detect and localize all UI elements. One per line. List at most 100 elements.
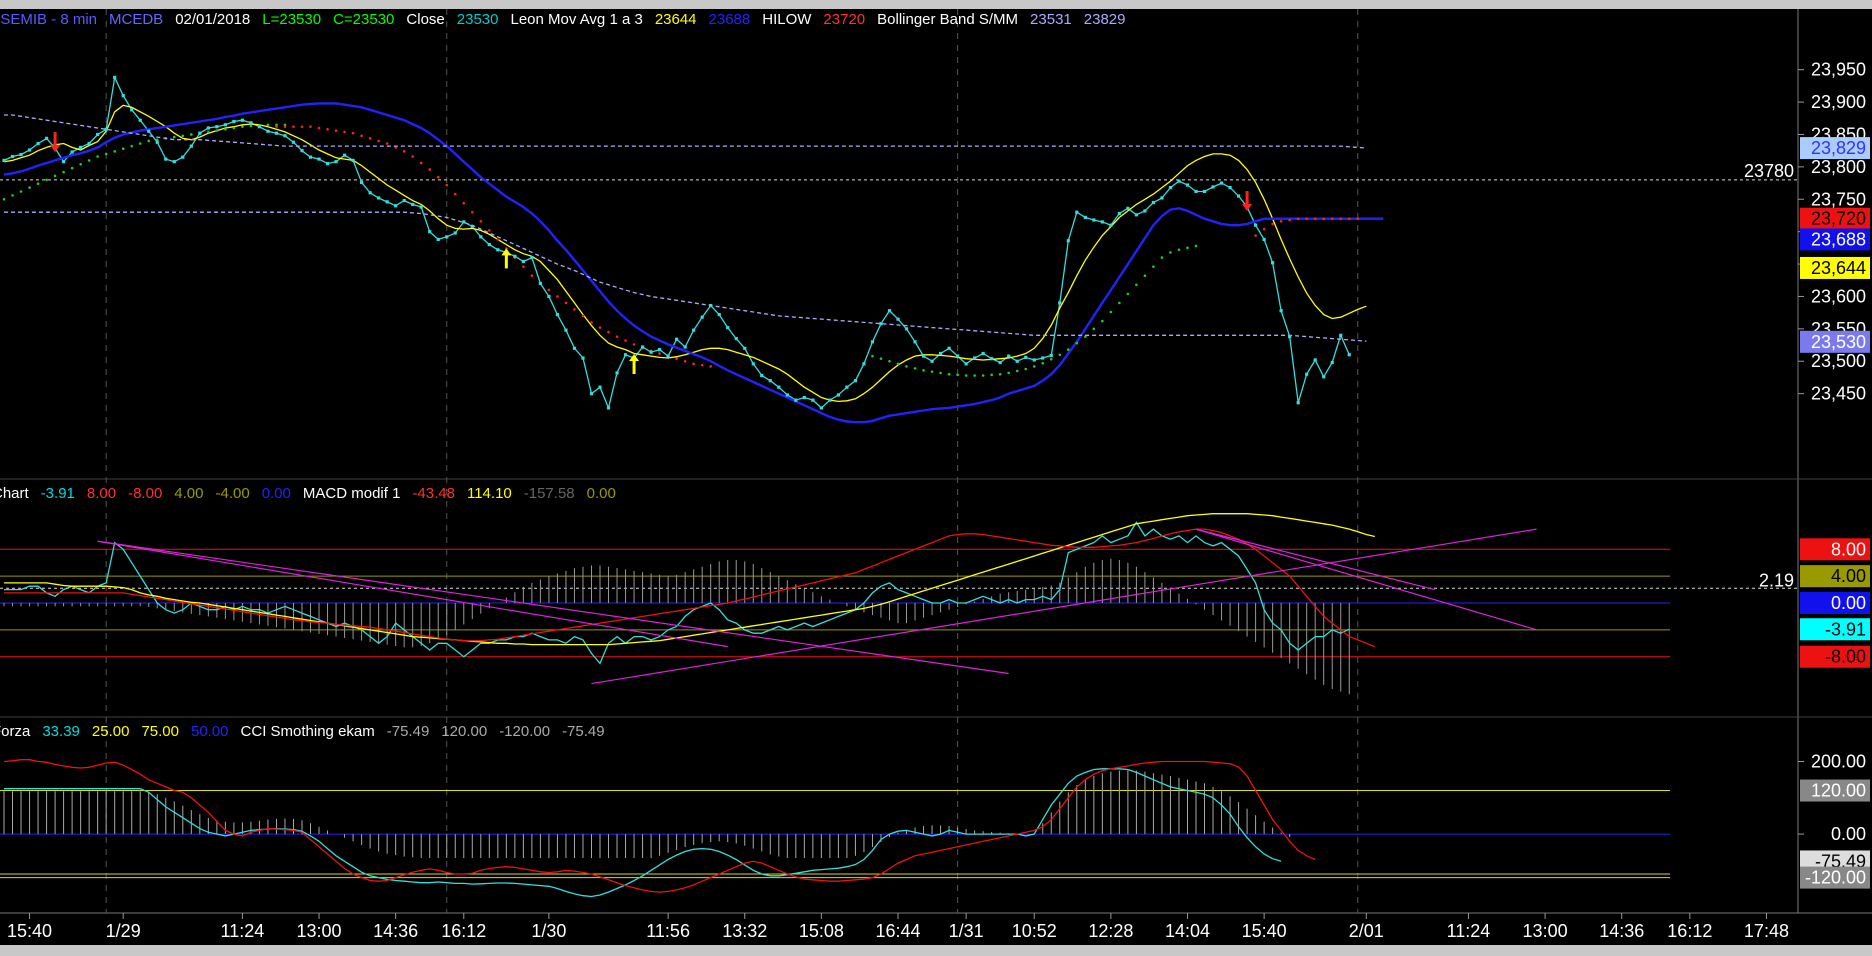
panel-header-item: Forza — [0, 723, 31, 740]
panel-header-item: -43.48 — [412, 485, 455, 502]
panel-header-item: 23644 — [655, 11, 697, 28]
panel-header-item: 75.00 — [141, 723, 179, 740]
dotted-line-point — [675, 357, 678, 360]
sell-arrow-head — [50, 145, 61, 153]
close-point — [411, 202, 415, 207]
value-box — [1800, 592, 1870, 614]
dotted-line-point — [1058, 353, 1062, 357]
dotted-line-point — [1135, 283, 1138, 287]
panel-header-item: MCEDB — [109, 11, 163, 28]
scrollbar-strip[interactable] — [0, 945, 1872, 956]
dotted-line-point — [300, 125, 304, 128]
series-line — [3, 104, 1367, 403]
close-point — [428, 230, 432, 234]
dotted-line-point — [1126, 292, 1130, 296]
dotted-line-point — [530, 274, 534, 278]
x-tick-label: 11:24 — [221, 921, 265, 941]
close-point — [717, 312, 721, 317]
dotted-line-point — [28, 186, 31, 189]
close-point — [462, 220, 466, 224]
panel-header-item: Bollinger Band S/MM — [877, 11, 1018, 28]
panel-header-item: Close — [406, 11, 444, 28]
value-box-label: -3.91 — [1825, 619, 1866, 639]
x-tick-label: 12:28 — [1088, 921, 1133, 941]
dotted-line-point — [1313, 217, 1317, 221]
close-point — [836, 393, 840, 397]
close-point — [360, 180, 364, 185]
dotted-line-point — [334, 129, 338, 132]
series-line — [4, 513, 1375, 646]
dotted-line-point — [104, 152, 108, 156]
close-point — [1271, 261, 1275, 265]
value-box-label: 23,644 — [1811, 258, 1866, 278]
dotted-line-point — [564, 301, 568, 305]
dotted-line-point — [1177, 248, 1181, 252]
dotted-line-point — [879, 357, 883, 360]
dotted-line-point — [615, 335, 619, 338]
dotted-line-point — [402, 150, 406, 153]
value-box-label: 23,720 — [1811, 209, 1866, 229]
dotted-line-point — [351, 131, 355, 135]
value-box-label: -75.49 — [1815, 851, 1866, 871]
close-point — [598, 385, 602, 389]
close-point — [342, 153, 347, 157]
close-point — [232, 119, 236, 124]
x-tick-label: 11:24 — [1447, 921, 1491, 941]
close-point — [1288, 335, 1292, 339]
close-point — [1262, 237, 1266, 242]
dotted-line-point — [1347, 217, 1351, 221]
dotted-line-point — [155, 138, 159, 141]
panel-header-item: -157.58 — [524, 485, 575, 502]
close-point — [36, 141, 40, 146]
panel-header-item: Chart — [0, 485, 30, 502]
close-point — [589, 392, 594, 396]
time-axis: 15:40 1/29 11:24 13:00 14:36 16:12 1/30 11:56 13… — [7, 913, 1789, 941]
close-point — [385, 200, 389, 204]
panel-header-item: L=23530 — [262, 11, 321, 28]
close-point — [1007, 354, 1011, 358]
chart-area[interactable]: 2378023,95023,90023,85023,80023,75023,70… — [0, 9, 1872, 945]
dotted-line-point — [36, 182, 40, 186]
value-box-label: 0.00 — [1831, 593, 1866, 613]
close-point — [956, 354, 960, 358]
dotted-line-point — [326, 127, 329, 131]
close-point — [62, 160, 66, 164]
close-point — [1168, 186, 1173, 190]
close-point — [640, 345, 645, 349]
dotted-line-point — [241, 125, 244, 128]
close-point — [300, 149, 304, 153]
dotted-line-point — [1118, 301, 1121, 305]
close-point — [675, 337, 679, 341]
close-point — [1126, 206, 1130, 210]
close-point — [1185, 183, 1190, 187]
dotted-line-point — [930, 370, 934, 373]
dotted-line-point — [377, 139, 380, 143]
dotted-line-point — [419, 161, 423, 165]
dotted-line-point — [1160, 256, 1164, 259]
dotted-line-point — [1092, 327, 1096, 331]
close-point — [1134, 213, 1138, 217]
dotted-line-point — [181, 134, 185, 138]
close-point — [1100, 220, 1104, 224]
close-point — [445, 235, 449, 239]
dotted-line-point — [1152, 265, 1155, 268]
close-point — [181, 155, 185, 159]
y-tick-label: 200.00 — [1811, 752, 1866, 772]
close-point — [1143, 209, 1147, 213]
value-box — [1800, 565, 1870, 588]
panel-header-item: HILOW — [762, 11, 812, 28]
dotted-line-point — [590, 321, 593, 324]
series-line — [4, 528, 1376, 648]
dotted-line-point — [87, 159, 91, 162]
close-point — [606, 406, 611, 410]
dotted-line-point — [130, 144, 134, 148]
close-point — [44, 136, 49, 140]
dotted-line-point — [692, 362, 695, 366]
close-point — [1015, 359, 1019, 363]
close-point — [581, 356, 585, 360]
panel-header-item: -75.49 — [387, 723, 430, 740]
y-tick-label: 23,950 — [1811, 60, 1866, 80]
close-point — [623, 353, 628, 357]
dotted-line-point — [1024, 367, 1028, 371]
dotted-line-point — [207, 130, 210, 134]
